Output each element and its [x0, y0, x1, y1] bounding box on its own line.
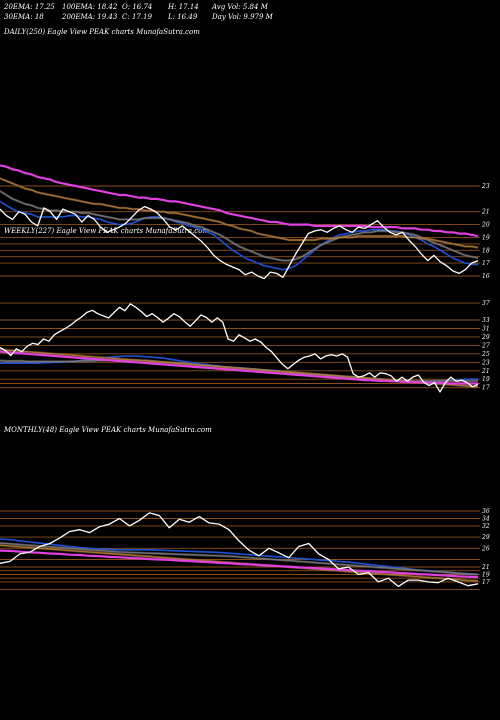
monthly-y-tick-label: 17 [482, 579, 490, 586]
monthly-y-tick-label: 34 [482, 516, 490, 523]
stat-20ema: 20EMA: 17.25 [3, 3, 55, 11]
weekly-y-tick-label: 25 [481, 351, 490, 358]
stat-close: C: 17.19 [122, 13, 153, 21]
stat-200ema: 200EMA: 19.43 [61, 13, 118, 21]
stat-low: L: 16.49 [167, 13, 198, 21]
monthly-y-tick-label: 29 [481, 534, 490, 541]
daily-ema100-line [0, 177, 479, 249]
daily-y-tick-label: 18 [482, 247, 490, 254]
weekly-ema200-line [0, 350, 478, 385]
weekly-y-tick-label: 31 [482, 326, 490, 333]
monthly-price-line [0, 512, 479, 588]
daily-panel-title: DAILY(250) Eagle View PEAK charts Munafa… [3, 28, 200, 36]
daily-y-tick-label: 17 [482, 260, 490, 267]
monthly-panel-title: MONTHLY(48) Eagle View PEAK charts Munaf… [3, 426, 212, 434]
daily-y-tick-label: 21 [481, 209, 490, 216]
daily-y-tick-label: 16 [482, 273, 490, 280]
monthly-y-tick-label: 19 [482, 572, 490, 579]
daily-chart-panel: 16 17 18 19 20 21 23 [0, 164, 490, 280]
monthly-y-tick-label: 32 [482, 523, 490, 530]
weekly-y-tick-label: 37 [482, 300, 490, 307]
weekly-y-tick-label: 23 [481, 359, 490, 366]
monthly-ema30-line [0, 542, 479, 575]
daily-ema30-line [0, 190, 479, 262]
monthly-ema200-line [0, 549, 479, 579]
daily-price-line [0, 205, 479, 280]
daily-y-tick-label: 23 [481, 183, 490, 190]
weekly-panel-title: WEEKLY(227) Eagle View PEAK charts Munaf… [4, 227, 209, 235]
header-stats: 20EMA: 17.25 100EMA: 18.42 O: 16.74 H: 1… [3, 3, 274, 21]
daily-ema200-line [0, 164, 479, 238]
weekly-y-tick-label: 21 [481, 368, 490, 375]
weekly-y-tick-label: 29 [481, 334, 490, 341]
stat-30ema: 30EMA: 18 [4, 13, 44, 21]
monthly-y-tick-label: 36 [482, 508, 490, 515]
stat-100ema: 100EMA: 18.42 [62, 3, 118, 11]
weekly-y-tick-label: 27 [481, 342, 490, 349]
weekly-price-line [0, 303, 479, 393]
weekly-y-tick-label: 17 [482, 385, 490, 392]
monthly-y-tick-label: 26 [481, 545, 490, 552]
daily-y-tick-label: 19 [482, 234, 490, 241]
monthly-y-tick-label: 21 [481, 564, 490, 571]
stat-avg-vol: Avg Vol: 5.84 M [211, 3, 269, 11]
stat-open: O: 16.74 [122, 3, 152, 11]
stat-high: H: 17.14 [167, 3, 199, 11]
stat-day-vol: Day Vol: 9.979 M [211, 13, 274, 21]
weekly-y-tick-label: 19 [482, 376, 490, 383]
weekly-y-tick-label: 33 [482, 317, 490, 324]
daily-y-tick-label: 20 [481, 222, 490, 229]
